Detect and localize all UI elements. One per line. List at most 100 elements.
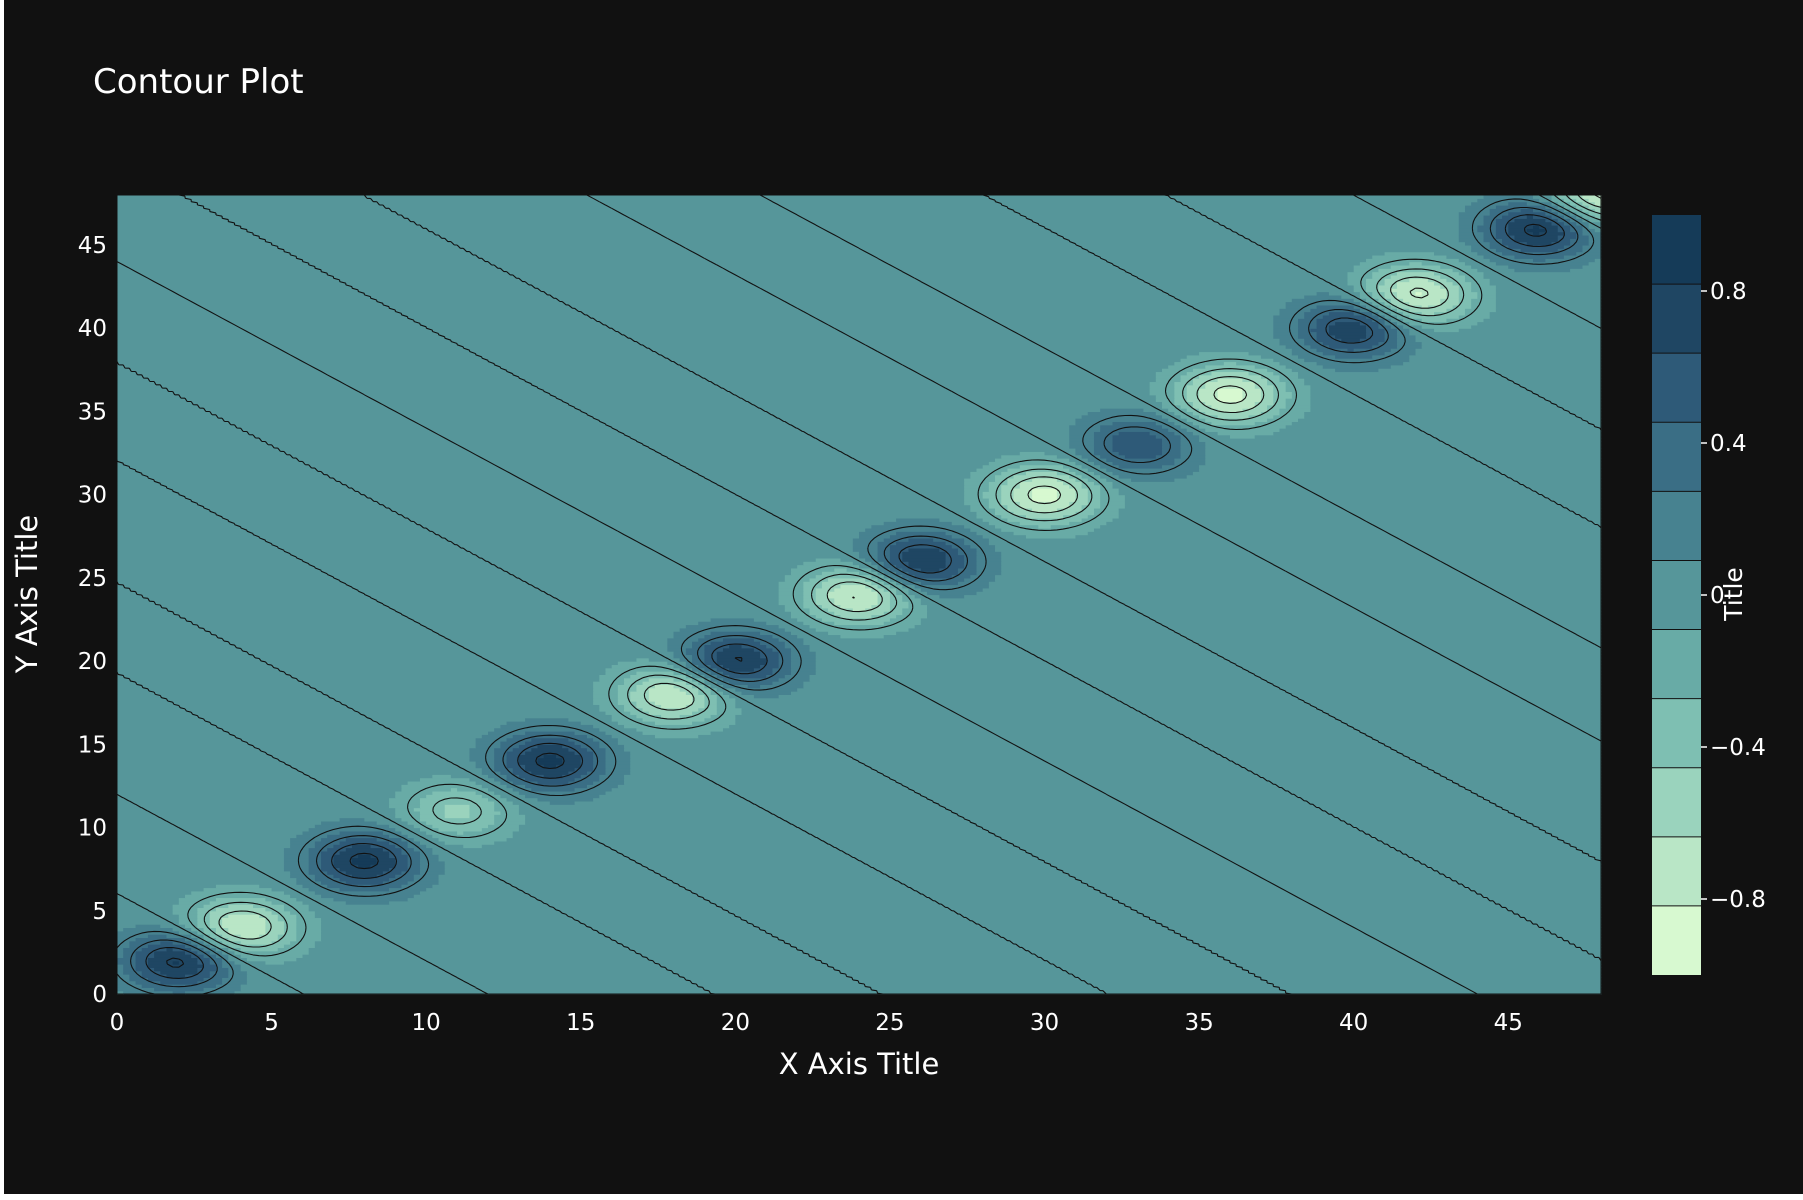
contour-band-cell <box>117 767 483 772</box>
contour-band-cell <box>296 897 335 902</box>
contour-band-cell <box>1093 511 1120 516</box>
contour-band-cell <box>426 794 483 799</box>
contour-band-cell <box>1477 228 1497 233</box>
contour-band-cell <box>630 754 1602 759</box>
contour-band-cell <box>1155 394 1175 399</box>
contour-band-cell <box>209 957 223 962</box>
contour-band-cell <box>1421 291 1448 296</box>
contour-band-cell <box>117 860 285 865</box>
contour-band-cell <box>692 701 706 705</box>
contour-band-cell <box>1322 351 1386 356</box>
contour-band-cell <box>228 974 248 978</box>
contour-band-cell <box>599 704 625 709</box>
contour-band-cell <box>1112 438 1163 442</box>
contour-band-cell <box>593 780 625 785</box>
contour-band-cell <box>982 517 1008 522</box>
contour-band-cell <box>1508 228 1528 233</box>
contour-band-cell <box>117 607 786 612</box>
contour-band-cell <box>1316 338 1342 343</box>
contour-band-cell <box>117 797 390 802</box>
contour-band-cell <box>1273 371 1299 376</box>
contour-band-cell <box>1093 441 1114 446</box>
contour-band-cell <box>117 987 155 992</box>
contour-band-cell <box>308 827 396 832</box>
contour-band-cell <box>920 617 1602 622</box>
contour-band-cell <box>1409 261 1423 266</box>
contour-band-cell <box>1384 301 1392 306</box>
contour-band-cell <box>1001 471 1027 476</box>
contour-band-cell <box>1174 461 1206 466</box>
contour-band-cell <box>1483 221 1497 226</box>
contour-band-cell <box>809 611 835 616</box>
contour-band-cell <box>117 737 477 742</box>
contour-band-cell <box>203 930 217 935</box>
contour-band-cell <box>803 581 823 586</box>
contour-band-cell <box>1143 408 1169 412</box>
contour-band-cell <box>1254 434 1602 439</box>
contour-band-cell <box>685 647 706 652</box>
contour-band-cell <box>117 358 1182 363</box>
contour-band-cell <box>1576 198 1590 203</box>
contour-band-cell <box>1273 324 1299 329</box>
contour-band-cell <box>117 890 192 895</box>
contour-band-cell <box>296 937 322 942</box>
contour-band-cell <box>1273 321 1299 326</box>
contour-band-cell <box>1001 567 1602 572</box>
contour-band-cell <box>1298 331 1318 336</box>
contour-band-cell <box>1594 201 1602 206</box>
contour-band-cell <box>117 664 613 669</box>
contour-band-cell <box>815 614 842 619</box>
contour-band-cell <box>1390 288 1448 293</box>
contour-band-cell <box>778 664 792 669</box>
contour-band-cell <box>1273 384 1287 389</box>
contour-band-cell <box>1056 491 1077 496</box>
contour-band-cell <box>290 844 316 849</box>
contour-band-cell <box>308 870 328 875</box>
contour-band-cell <box>945 551 959 556</box>
contour-band-cell <box>896 591 910 596</box>
contour-band-cell <box>1100 501 1126 506</box>
contour-band-cell <box>339 867 390 872</box>
contour-band-cell <box>506 760 520 765</box>
contour-band-cell <box>617 661 668 666</box>
contour-line <box>130 206 1579 988</box>
contour-band-cell <box>1403 324 1423 329</box>
contour-band-cell <box>117 717 526 722</box>
contour-band-cell <box>1477 268 1516 273</box>
contour-band-cell <box>1273 314 1305 319</box>
contour-band-cell <box>135 980 161 985</box>
contour-band-cell <box>228 927 266 932</box>
contour-band-cell <box>215 954 229 958</box>
contour-band-cell <box>1192 401 1206 406</box>
contour-band-cell <box>1075 491 1089 496</box>
contour-band-cell <box>815 594 829 599</box>
contour-band-cell <box>234 960 266 965</box>
contour-band-cell <box>413 807 446 812</box>
contour-band-cell <box>531 747 569 752</box>
contour-band-cell <box>494 840 1602 845</box>
contour-band-cell <box>1001 551 1602 556</box>
contour-band-cell <box>512 800 551 805</box>
contour-band-cell <box>1594 214 1602 219</box>
contour-band-cell <box>432 790 477 795</box>
contour-band-cell <box>1155 434 1182 439</box>
contour-band-cell <box>117 348 1293 353</box>
contour-band-cell <box>283 944 316 948</box>
contour-band-cell <box>117 657 637 662</box>
contour-band-cell <box>1477 291 1497 296</box>
contour-band-cell <box>1359 338 1386 343</box>
contour-band-cell <box>1019 484 1070 489</box>
contour-band-cell <box>1495 308 1602 313</box>
contour-band-cell <box>586 747 607 752</box>
contour-band-cell <box>1093 444 1114 449</box>
contour-band-cell <box>197 937 205 942</box>
contour-band-cell <box>469 750 495 755</box>
contour-band-cell <box>444 867 1602 872</box>
contour-band-cell <box>117 531 860 536</box>
contour-band-cell <box>1205 411 1262 416</box>
contour-band-cell <box>1001 454 1058 459</box>
contour-band-cell <box>1588 218 1602 223</box>
contour-band-cell <box>704 694 718 699</box>
contour-band-cell <box>593 691 619 695</box>
contour-band-cell <box>240 934 260 939</box>
